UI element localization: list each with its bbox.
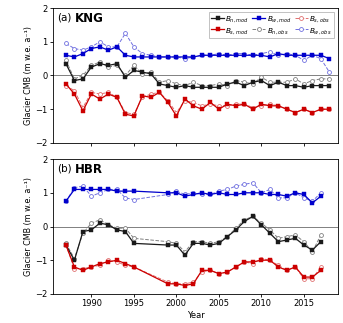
Y-axis label: Glacier CMB (m w.e. a⁻¹): Glacier CMB (m w.e. a⁻¹) <box>24 26 33 125</box>
Text: Year: Year <box>187 311 204 320</box>
Text: KNG: KNG <box>74 12 103 25</box>
Text: (b): (b) <box>57 163 71 173</box>
Legend: $B_{n,mod}$, $B_{s,mod}$, $B_{w,mod}$, $B_{n,obs}$, $B_{s,obs}$, $B_{w,obs}$: $B_{n,mod}$, $B_{s,mod}$, $B_{w,mod}$, $… <box>209 12 334 38</box>
Y-axis label: Glacier CMB (m w.e. a⁻¹): Glacier CMB (m w.e. a⁻¹) <box>24 177 33 276</box>
Text: (a): (a) <box>57 12 71 22</box>
Text: HBR: HBR <box>74 163 103 176</box>
